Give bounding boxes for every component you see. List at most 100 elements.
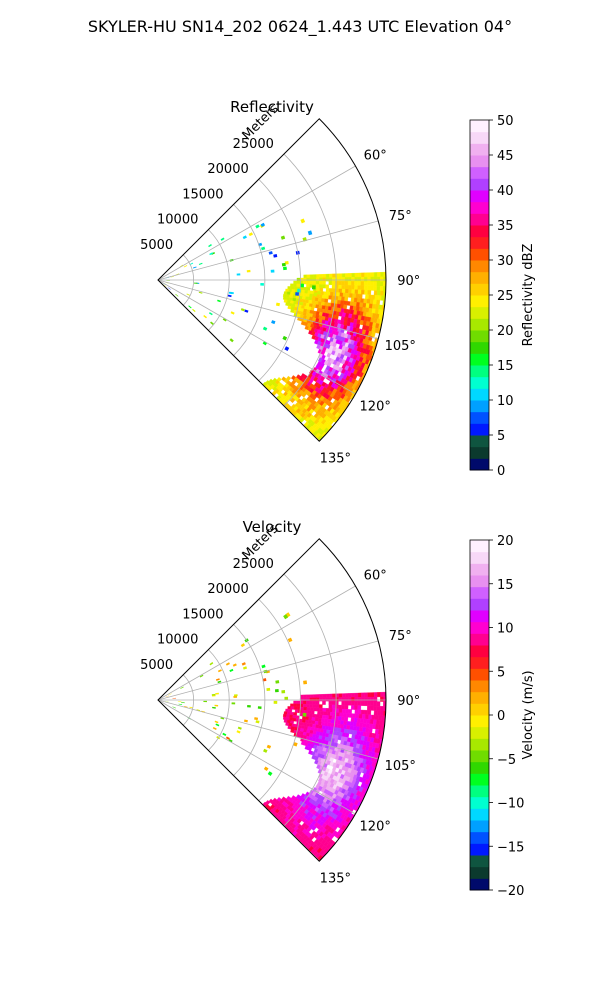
velocity-echo-cell xyxy=(322,697,326,702)
reflectivity-echo-cell xyxy=(321,298,326,303)
reflectivity-echo-cell xyxy=(293,283,297,287)
reflectivity-echo-cell xyxy=(374,295,379,301)
reflectivity-echo-cell xyxy=(318,280,323,285)
reflectivity-echo-cell xyxy=(325,284,330,289)
reflectivity-echo-speck xyxy=(300,283,304,288)
velocity-echo-cell xyxy=(309,704,314,708)
velocity-echo-speck xyxy=(215,723,220,727)
reflectivity-echo-cell xyxy=(341,288,346,294)
reflectivity-echo-cell xyxy=(306,280,310,285)
velocity-radial-tick-label: 25000 xyxy=(233,557,274,572)
velocity-colorbar-tick-label: −20 xyxy=(497,884,524,899)
reflectivity-echo-cell xyxy=(296,283,301,288)
velocity-echo-cell xyxy=(370,705,374,711)
velocity-echo-cell xyxy=(306,697,310,702)
velocity-echo-cell xyxy=(296,703,301,708)
velocity-echo-cell xyxy=(296,700,301,705)
velocity-colorbar-segment xyxy=(470,866,489,879)
velocity-echo-cell xyxy=(316,697,320,702)
velocity-colorbar: −20 −15 −10 −5 0 5 10 15 20 Velocity (m/s) xyxy=(469,534,536,899)
velocity-echo-cell xyxy=(318,704,323,709)
velocity-echo-cell xyxy=(326,711,331,716)
velocity-echo-speck xyxy=(275,680,280,684)
reflectivity-echo-cell xyxy=(372,299,377,305)
velocity-echoes xyxy=(165,612,387,861)
reflectivity-echo-cell xyxy=(335,281,339,286)
velocity-echo-cell xyxy=(325,693,330,698)
velocity-echo-cell xyxy=(380,710,384,716)
velocity-colorbar-segment xyxy=(470,726,489,739)
velocity-echo-cell xyxy=(344,716,349,722)
velocity-echo-speck xyxy=(284,696,289,700)
reflectivity-echo-cell xyxy=(322,277,326,282)
velocity-echo-cell xyxy=(379,720,384,726)
reflectivity-echo-speck xyxy=(192,308,196,313)
reflectivity-echo-cell xyxy=(363,298,368,304)
reflectivity-echo-cell xyxy=(354,272,359,278)
reflectivity-echo-speck xyxy=(240,308,245,312)
reflectivity-echo-cell xyxy=(369,299,374,305)
velocity-echo-cell xyxy=(344,697,349,702)
reflectivity-echo-speck xyxy=(192,266,197,269)
reflectivity-echo-cell xyxy=(354,281,358,286)
velocity-colorbar-segment xyxy=(470,785,489,798)
velocity-echo-cell xyxy=(328,715,333,720)
reflectivity-echoes xyxy=(162,218,387,441)
velocity-colorbar-segment xyxy=(470,668,489,681)
reflectivity-echo-speck xyxy=(220,237,225,241)
reflectivity-radial-tick-label: 15000 xyxy=(182,187,223,202)
velocity-radial-tick-label: 10000 xyxy=(157,633,198,648)
velocity-echo-cell xyxy=(344,705,349,710)
velocity-echo-speck xyxy=(180,686,184,689)
velocity-echo-cell xyxy=(338,708,343,714)
reflectivity-echo-cell xyxy=(354,277,359,282)
velocity-echo-cell xyxy=(309,707,314,712)
velocity-echo-cell xyxy=(282,716,287,721)
velocity-echo-cell xyxy=(328,701,333,706)
velocity-colorbar-segment xyxy=(470,645,489,658)
velocity-azimuth-spoke xyxy=(157,699,356,815)
velocity-echo-cell xyxy=(349,713,353,718)
reflectivity-echo-speck xyxy=(175,293,179,297)
velocity-echo-speck xyxy=(212,727,217,731)
reflectivity-echo-cell xyxy=(376,276,381,282)
velocity-echo-speck xyxy=(293,742,298,747)
reflectivity-echo-cell xyxy=(331,284,336,289)
velocity-echo-speck xyxy=(217,669,222,673)
velocity-echo-cell xyxy=(373,692,378,698)
reflectivity-echo-cell xyxy=(355,293,360,299)
reflectivity-colorbar-segment xyxy=(470,131,489,144)
velocity-radial-tick-label: 15000 xyxy=(182,607,223,622)
velocity-colorbar-segment xyxy=(470,610,489,623)
velocity-echo-speck xyxy=(165,695,170,698)
velocity-echo-cell xyxy=(316,707,320,712)
velocity-echo-cell xyxy=(317,711,321,715)
velocity-echo-speck xyxy=(183,706,188,708)
reflectivity-echo-cell xyxy=(371,294,376,300)
reflectivity-echo-cell xyxy=(331,281,336,286)
velocity-echo-cell xyxy=(341,708,346,714)
reflectivity-echo-cell xyxy=(290,283,294,287)
reflectivity-echo-cell xyxy=(337,296,342,301)
velocity-echo-cell xyxy=(370,701,374,707)
reflectivity-echo-cell xyxy=(371,331,376,338)
velocity-echo-cell xyxy=(323,711,328,716)
reflectivity-echo-cell xyxy=(352,293,357,299)
velocity-echo-cell xyxy=(322,693,327,698)
reflectivity-echo-cell xyxy=(381,295,385,301)
reflectivity-echo-cell xyxy=(341,296,345,302)
reflectivity-echo-cell xyxy=(299,417,305,423)
reflectivity-echo-cell xyxy=(351,289,356,294)
reflectivity-echo-cell xyxy=(348,273,352,278)
velocity-echo-cell xyxy=(366,718,371,724)
reflectivity-echo-speck xyxy=(270,269,275,273)
reflectivity-colorbar-segment xyxy=(470,201,489,214)
velocity-echo-cell xyxy=(377,692,381,698)
velocity-colorbar-segment xyxy=(470,761,489,774)
velocity-echo-cell xyxy=(367,710,372,716)
reflectivity-echo-cell xyxy=(332,273,336,278)
reflectivity-echo-cell xyxy=(329,291,334,297)
reflectivity-echo-cell xyxy=(357,277,362,282)
reflectivity-echo-cell xyxy=(290,291,294,296)
reflectivity-echo-speck xyxy=(217,299,221,303)
